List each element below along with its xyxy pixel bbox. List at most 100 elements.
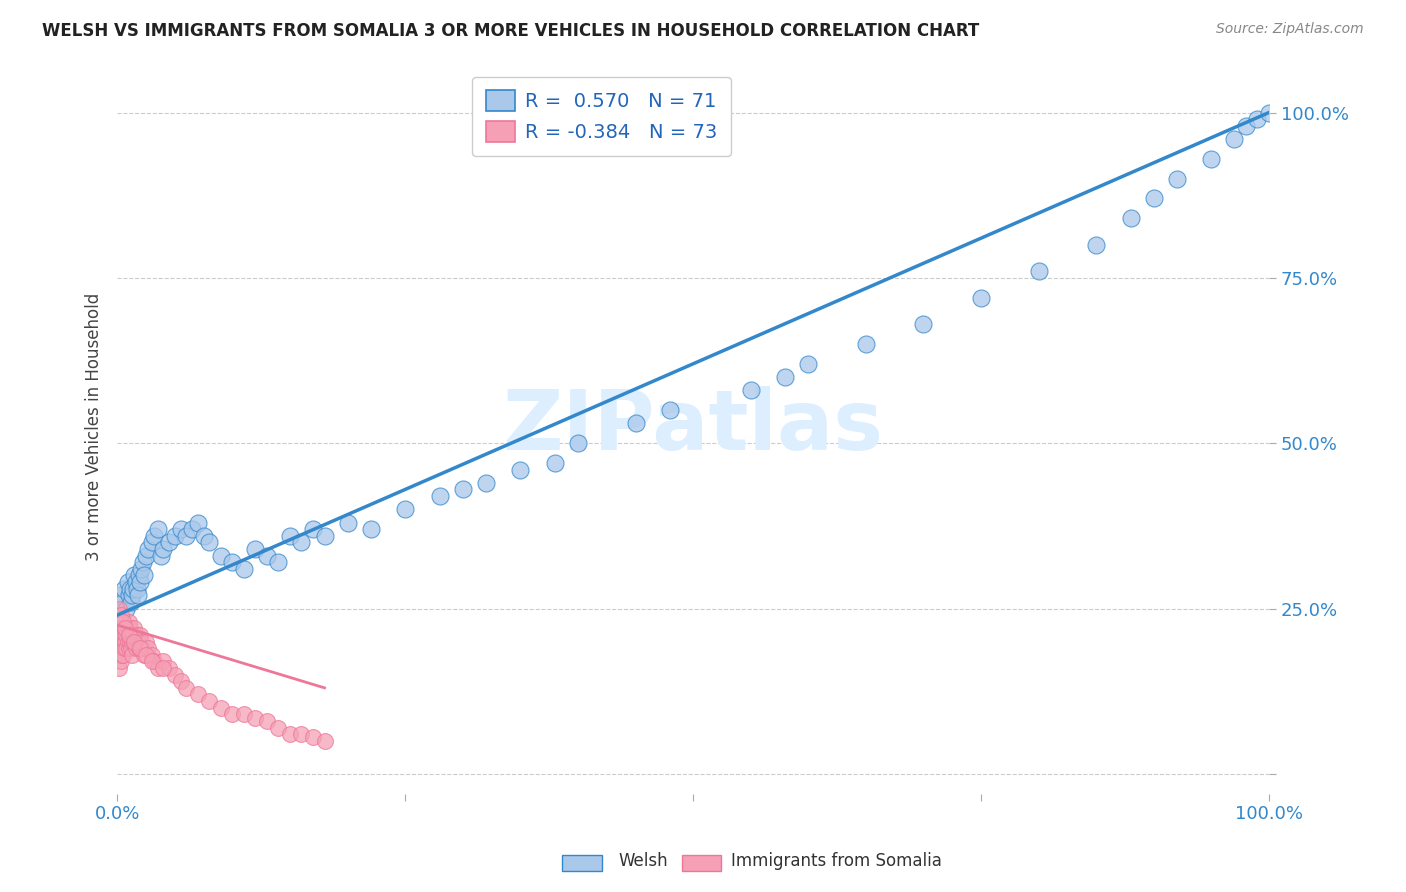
Point (115, 641, 138, 656)
Point (118, 621, 141, 635)
Point (475, 475, 498, 490)
Point (970, 291, 993, 305)
Point (111, 648, 134, 662)
Point (176, 529, 198, 543)
Point (290, 535, 312, 549)
Point (797, 357, 820, 371)
Point (129, 575, 152, 590)
Point (124, 641, 146, 656)
Point (118, 634, 141, 648)
Point (278, 529, 301, 543)
Point (267, 721, 290, 735)
Point (302, 731, 325, 745)
Point (117, 575, 139, 590)
Point (118, 588, 141, 602)
Point (149, 549, 172, 563)
Point (120, 595, 142, 609)
Point (360, 522, 382, 536)
Point (135, 634, 157, 648)
Point (118, 628, 141, 642)
Point (209, 549, 232, 563)
Point (132, 568, 155, 582)
Point (232, 707, 254, 722)
Point (128, 568, 150, 582)
Point (302, 522, 325, 536)
Point (187, 516, 209, 530)
Point (131, 555, 153, 569)
Point (232, 562, 254, 576)
Point (136, 641, 159, 656)
Point (245, 541, 267, 556)
Point (1223, 132, 1246, 146)
Point (107, 634, 129, 648)
Point (108, 601, 131, 615)
Point (110, 641, 132, 656)
Point (1119, 211, 1142, 226)
Point (111, 615, 134, 629)
Point (429, 489, 451, 503)
Text: Immigrants from Somalia: Immigrants from Somalia (731, 852, 942, 870)
Point (314, 529, 336, 543)
Point (128, 641, 150, 656)
Point (146, 661, 169, 675)
Point (118, 582, 141, 596)
Point (221, 707, 243, 722)
Point (163, 529, 186, 543)
Point (773, 370, 796, 384)
Point (132, 648, 155, 662)
Point (129, 628, 152, 642)
Point (115, 628, 138, 642)
Point (112, 582, 135, 596)
Point (1143, 192, 1166, 206)
Point (451, 483, 474, 497)
Point (1234, 119, 1257, 133)
Point (111, 648, 134, 662)
Point (176, 681, 198, 695)
Point (122, 628, 145, 642)
Point (855, 337, 877, 351)
Point (143, 529, 166, 543)
Point (187, 688, 209, 702)
Point (131, 634, 153, 648)
Point (1246, 112, 1268, 127)
Point (118, 628, 141, 642)
Point (117, 621, 139, 635)
Point (118, 615, 141, 629)
Point (125, 628, 148, 642)
Point (267, 555, 290, 569)
Point (124, 568, 146, 582)
Point (108, 621, 131, 635)
Point (118, 641, 141, 656)
Point (740, 384, 762, 398)
Point (209, 700, 232, 714)
Point (121, 588, 143, 602)
Text: Welsh: Welsh (619, 852, 668, 870)
Point (121, 634, 143, 648)
Point (136, 541, 159, 556)
Point (152, 661, 174, 675)
Point (125, 582, 148, 596)
Point (193, 529, 215, 543)
Point (336, 516, 359, 530)
Point (152, 654, 174, 668)
Point (117, 634, 139, 648)
Point (112, 641, 135, 656)
Point (141, 654, 163, 668)
Point (110, 588, 132, 602)
Point (108, 661, 131, 675)
Point (912, 317, 935, 331)
Point (120, 641, 142, 656)
Y-axis label: 3 or more Vehicles in Household: 3 or more Vehicles in Household (86, 293, 103, 561)
Point (114, 621, 136, 635)
Point (135, 648, 157, 662)
Point (124, 575, 146, 590)
Point (124, 634, 146, 648)
Point (256, 714, 278, 728)
Point (111, 634, 134, 648)
Point (107, 648, 129, 662)
Point (163, 667, 186, 681)
Point (221, 555, 243, 569)
Point (143, 654, 166, 668)
Legend: R =  0.570   N = 71, R = -0.384   N = 73: R = 0.570 N = 71, R = -0.384 N = 73 (472, 77, 731, 156)
Point (198, 535, 221, 549)
